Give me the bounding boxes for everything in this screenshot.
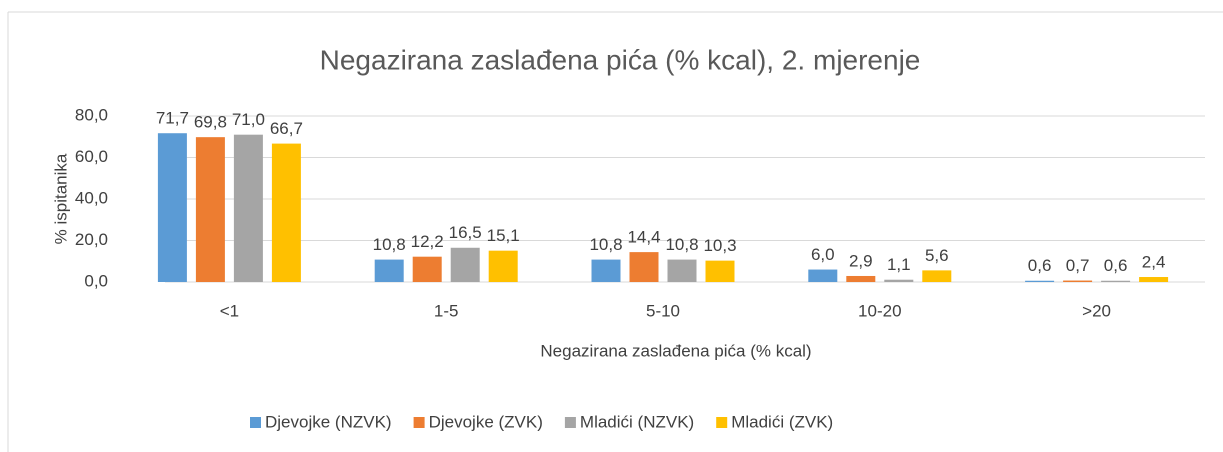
legend-swatch <box>564 417 576 428</box>
value-label: 71,0 <box>232 110 265 129</box>
value-label: 10,3 <box>703 236 736 255</box>
x-tick-label: 10-20 <box>858 301 901 320</box>
value-label: 69,8 <box>194 113 227 132</box>
bar <box>488 250 518 282</box>
value-label: 0,6 <box>1104 256 1128 275</box>
y-tick-label: 40,0 <box>75 188 108 207</box>
legend-swatch <box>716 417 728 428</box>
y-tick-label: 0,0 <box>84 271 108 290</box>
bar <box>1101 280 1131 282</box>
y-axis-title: % ispitanika <box>51 153 70 244</box>
value-label: 0,7 <box>1066 256 1090 275</box>
bar <box>705 260 735 282</box>
value-label: 0,6 <box>1028 256 1052 275</box>
value-label: 15,1 <box>487 226 520 245</box>
bar <box>1025 280 1055 282</box>
x-tick-label: 5-10 <box>646 301 680 320</box>
bar <box>808 269 838 282</box>
bar <box>591 259 621 282</box>
legend-label: Mladići (ZVK) <box>731 412 833 431</box>
bar <box>1139 277 1169 282</box>
bar <box>667 259 697 282</box>
y-tick-label: 80,0 <box>75 105 108 124</box>
bar <box>412 256 442 282</box>
bar <box>271 143 301 282</box>
legend-label: Djevojke (ZVK) <box>429 412 543 431</box>
value-label: 66,7 <box>270 119 303 138</box>
value-label: 5,6 <box>925 246 949 265</box>
x-tick-label: >20 <box>1082 301 1111 320</box>
x-axis-title: Negazirana zaslađena pića (% kcal) <box>540 341 811 360</box>
chart-title: Negazirana zaslađena pića (% kcal), 2. m… <box>320 44 921 75</box>
bar <box>629 252 659 282</box>
value-label: 1,1 <box>887 255 911 274</box>
value-label: 2,9 <box>849 251 873 270</box>
value-label: 12,2 <box>411 232 444 251</box>
value-label: 10,8 <box>373 235 406 254</box>
bar <box>195 137 225 282</box>
value-label: 14,4 <box>627 228 660 247</box>
bar <box>374 259 404 282</box>
x-tick-label: 1-5 <box>434 301 459 320</box>
legend-swatch <box>413 417 425 428</box>
bar <box>233 134 263 282</box>
bar <box>450 247 480 282</box>
legend-label: Mladići (NZVK) <box>580 412 694 431</box>
legend-label: Djevojke (NZVK) <box>265 412 392 431</box>
bar <box>157 133 187 282</box>
bar <box>922 270 952 282</box>
value-label: 71,7 <box>156 109 189 128</box>
bar <box>846 275 876 282</box>
value-label: 10,8 <box>665 235 698 254</box>
bar <box>1063 280 1093 282</box>
value-label: 16,5 <box>449 223 482 242</box>
x-tick-label: <1 <box>220 301 239 320</box>
y-tick-label: 20,0 <box>75 230 108 249</box>
value-label: 2,4 <box>1142 253 1166 272</box>
value-label: 6,0 <box>811 245 835 264</box>
bar <box>884 279 914 282</box>
value-label: 10,8 <box>589 235 622 254</box>
y-tick-label: 60,0 <box>75 147 108 166</box>
legend-swatch <box>250 417 261 428</box>
